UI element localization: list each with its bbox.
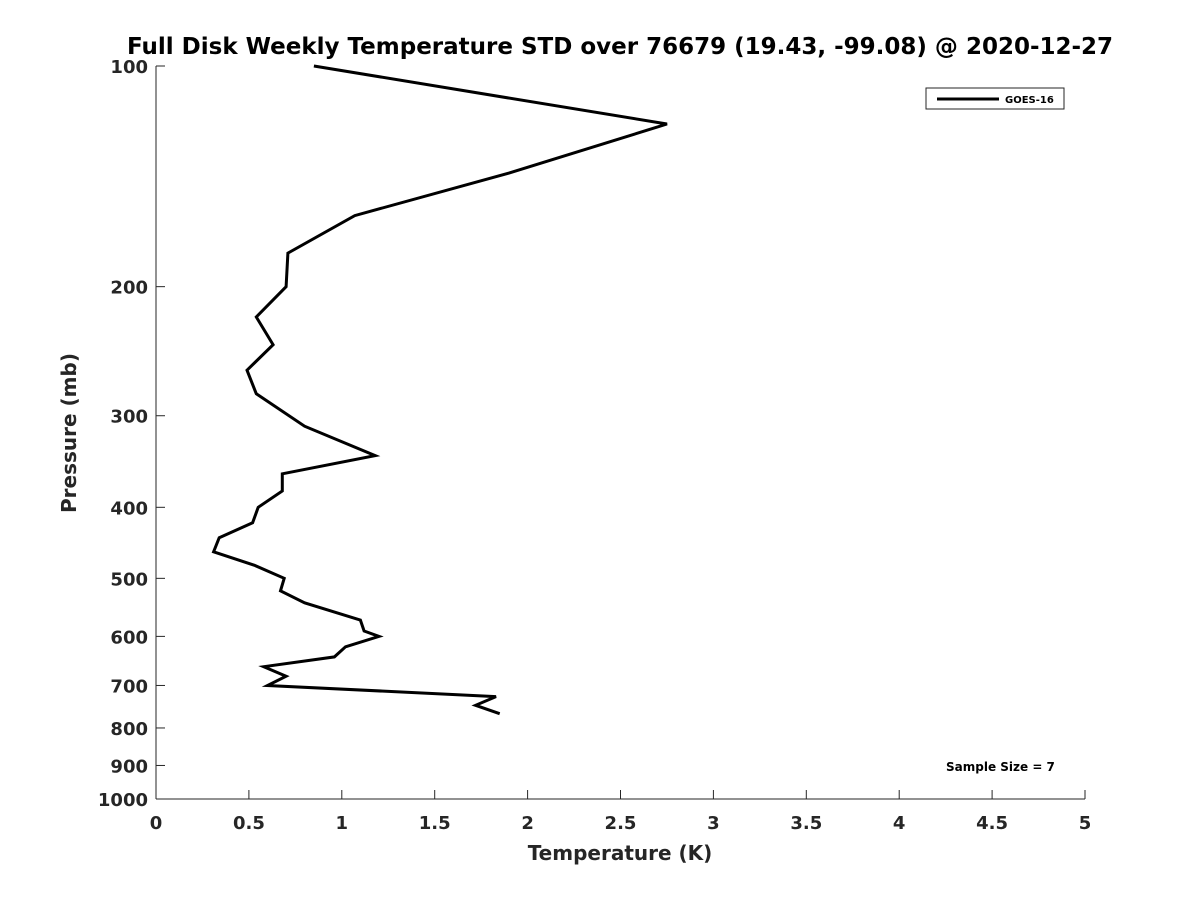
y-tick-label: 100 [110, 57, 148, 78]
y-tick-label: 700 [110, 676, 148, 697]
x-axis-label: Temperature (K) [528, 841, 713, 865]
x-tick-label: 3.5 [790, 813, 822, 834]
plot-area [156, 66, 1085, 799]
series-layer [211, 64, 668, 716]
y-axis-label: Pressure (mb) [57, 353, 81, 513]
y-tick-label: 400 [110, 498, 148, 519]
y-tick-label: 300 [110, 407, 148, 428]
y-tick-label: 600 [110, 627, 148, 648]
x-axis-ticks: 0 0.5 1 1.5 2 2.5 3 3.5 4 4.5 5 [150, 790, 1092, 834]
x-tick-label: 4.5 [976, 813, 1008, 834]
chart-title: Full Disk Weekly Temperature STD over 76… [127, 34, 1113, 60]
x-tick-label: 1 [336, 813, 349, 834]
y-tick-label: 500 [110, 569, 148, 590]
plot-background [156, 66, 1085, 799]
x-tick-label: 2 [521, 813, 534, 834]
y-tick-label: 1000 [98, 790, 148, 811]
y-tick-label: 900 [110, 756, 148, 777]
x-tick-label: 1.5 [419, 813, 451, 834]
y-tick-label: 800 [110, 719, 148, 740]
x-tick-label: 4 [893, 813, 906, 834]
legend: GOES-16 [925, 87, 1065, 110]
x-tick-label: 0.5 [233, 813, 265, 834]
x-tick-label: 2.5 [605, 813, 637, 834]
x-tick-label: 5 [1079, 813, 1092, 834]
legend-label-goes-16: GOES-16 [1005, 95, 1054, 106]
sample-size-annotation: Sample Size = 7 [946, 760, 1055, 774]
y-tick-label: 200 [110, 278, 148, 299]
x-tick-label: 0 [150, 813, 163, 834]
y-axis-ticks: 100 200 300 400 500 600 700 800 900 1000 [98, 57, 165, 811]
x-tick-label: 3 [707, 813, 720, 834]
